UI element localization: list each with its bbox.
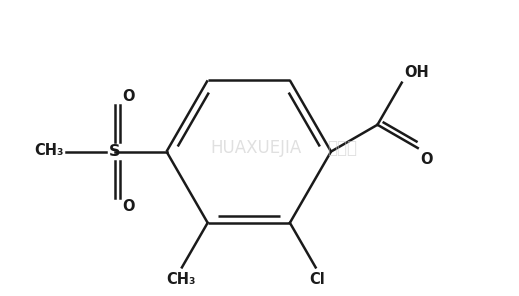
Text: S: S [110, 144, 121, 159]
Text: O: O [420, 152, 433, 167]
Text: O: O [122, 200, 135, 215]
Text: 化学加: 化学加 [327, 139, 357, 157]
Text: O: O [122, 89, 135, 104]
Text: Cl: Cl [309, 272, 325, 287]
Text: OH: OH [404, 65, 429, 80]
Text: CH₃: CH₃ [166, 272, 195, 287]
Text: CH₃: CH₃ [34, 143, 63, 158]
Text: HUAXUEJIA: HUAXUEJIA [210, 139, 302, 157]
